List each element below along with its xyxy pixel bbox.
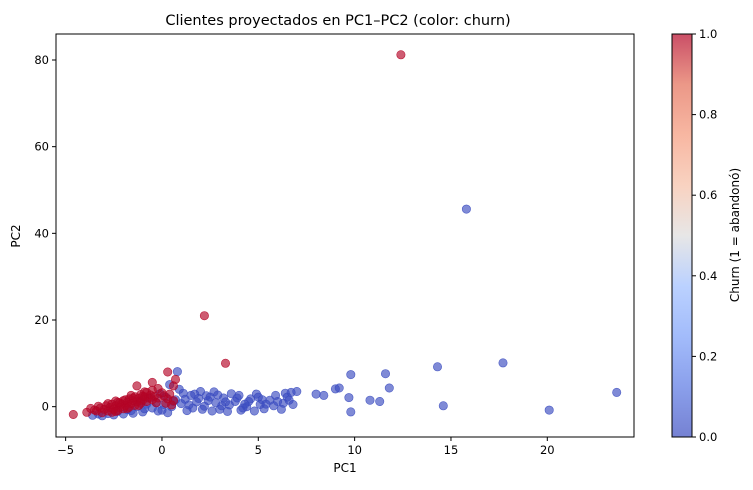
chart-title: Clientes proyectados en PC1–PC2 (color: … <box>165 13 510 29</box>
data-point-churn-0 <box>244 396 254 406</box>
data-point-churn-1 <box>163 367 173 377</box>
data-point-churn-0 <box>163 408 173 418</box>
data-point-churn-0 <box>319 390 329 400</box>
data-point-churn-1 <box>134 400 144 410</box>
data-point-churn-0 <box>330 384 340 394</box>
y-tick-label: 20 <box>34 313 49 327</box>
data-point-churn-1 <box>169 381 179 391</box>
data-point-churn-0 <box>365 395 375 405</box>
colorbar-tick-label: 0.4 <box>699 269 717 283</box>
y-tick-label: 40 <box>34 226 49 240</box>
x-tick-label: 20 <box>540 443 555 457</box>
data-point-churn-0 <box>201 391 211 401</box>
x-axis: −5 0 5 10 15 20 <box>57 437 555 457</box>
colorbar-label: Churn (1 = abandonó) <box>728 168 742 302</box>
data-point-churn-0 <box>251 389 261 399</box>
x-tick-label: 5 <box>255 443 262 457</box>
y-axis: 0 20 40 60 80 <box>34 53 56 414</box>
data-point-churn-0 <box>172 367 182 377</box>
data-point-churn-1 <box>167 400 177 410</box>
data-point-churn-0 <box>438 401 448 411</box>
data-point-churn-0 <box>544 405 554 415</box>
data-point-churn-0 <box>238 403 248 413</box>
data-point-churn-0 <box>375 396 385 406</box>
data-point-churn-1 <box>68 409 78 419</box>
colorbar-gradient <box>671 33 693 438</box>
colorbar-tick-label: 0.2 <box>699 349 717 363</box>
y-tick-label: 0 <box>42 400 49 414</box>
data-point-churn-1 <box>93 401 103 411</box>
data-point-churn-0 <box>346 407 356 417</box>
colorbar: 0.0 0.2 0.4 0.6 0.8 1.0 Churn (1 = abandonó) <box>671 27 742 444</box>
data-point-churn-1 <box>140 387 150 397</box>
colorbar-ticks: 0.0 0.2 0.4 0.6 0.8 1.0 <box>692 27 717 444</box>
data-point-churn-1 <box>396 50 406 60</box>
data-point-churn-0 <box>180 394 190 404</box>
x-tick-label: 10 <box>347 443 362 457</box>
x-tick-label: −5 <box>57 443 74 457</box>
y-tick-label: 80 <box>34 53 49 67</box>
colorbar-tick-label: 1.0 <box>699 27 717 41</box>
data-point-churn-0 <box>288 399 298 409</box>
data-point-churn-1 <box>111 396 121 406</box>
data-point-churn-0 <box>221 397 231 407</box>
data-point-churn-1 <box>126 390 136 400</box>
data-point-churn-0 <box>380 369 390 379</box>
data-point-churn-0 <box>432 362 442 372</box>
data-point-churn-0 <box>257 395 267 405</box>
data-point-churn-0 <box>223 406 233 416</box>
colorbar-tick-label: 0.8 <box>699 108 717 122</box>
data-point-churn-0 <box>344 393 354 403</box>
data-point-churn-1 <box>157 388 167 398</box>
data-point-churn-0 <box>461 204 471 214</box>
data-point-churn-1 <box>199 311 209 321</box>
x-tick-label: 0 <box>158 443 165 457</box>
x-axis-label: PC1 <box>333 461 356 475</box>
data-point-churn-0 <box>498 358 508 368</box>
data-points <box>68 50 622 421</box>
x-tick-label: 15 <box>444 443 459 457</box>
data-point-churn-1 <box>86 403 96 413</box>
data-point-churn-0 <box>234 390 244 400</box>
data-point-churn-1 <box>221 358 231 368</box>
plot-frame <box>55 33 635 438</box>
data-point-churn-0 <box>282 392 292 402</box>
data-point-churn-1 <box>122 403 132 413</box>
data-point-churn-0 <box>153 406 163 416</box>
plot-area <box>55 33 635 438</box>
data-point-churn-0 <box>612 387 622 397</box>
data-point-churn-1 <box>111 406 121 416</box>
data-point-churn-1 <box>103 399 113 409</box>
data-point-churn-0 <box>207 406 217 416</box>
data-point-churn-0 <box>190 389 200 399</box>
data-point-churn-1 <box>151 398 161 408</box>
data-point-churn-0 <box>384 383 394 393</box>
data-point-churn-0 <box>311 389 321 399</box>
data-point-churn-0 <box>271 390 281 400</box>
y-axis-label: PC2 <box>9 224 23 247</box>
colorbar-tick-label: 0.0 <box>699 430 717 444</box>
colorbar-tick-label: 0.6 <box>699 188 717 202</box>
y-tick-label: 60 <box>34 140 49 154</box>
data-point-churn-0 <box>209 387 219 397</box>
data-point-churn-1 <box>132 381 142 391</box>
data-point-churn-0 <box>249 406 259 416</box>
data-point-churn-0 <box>197 404 207 414</box>
data-point-churn-0 <box>346 370 356 380</box>
